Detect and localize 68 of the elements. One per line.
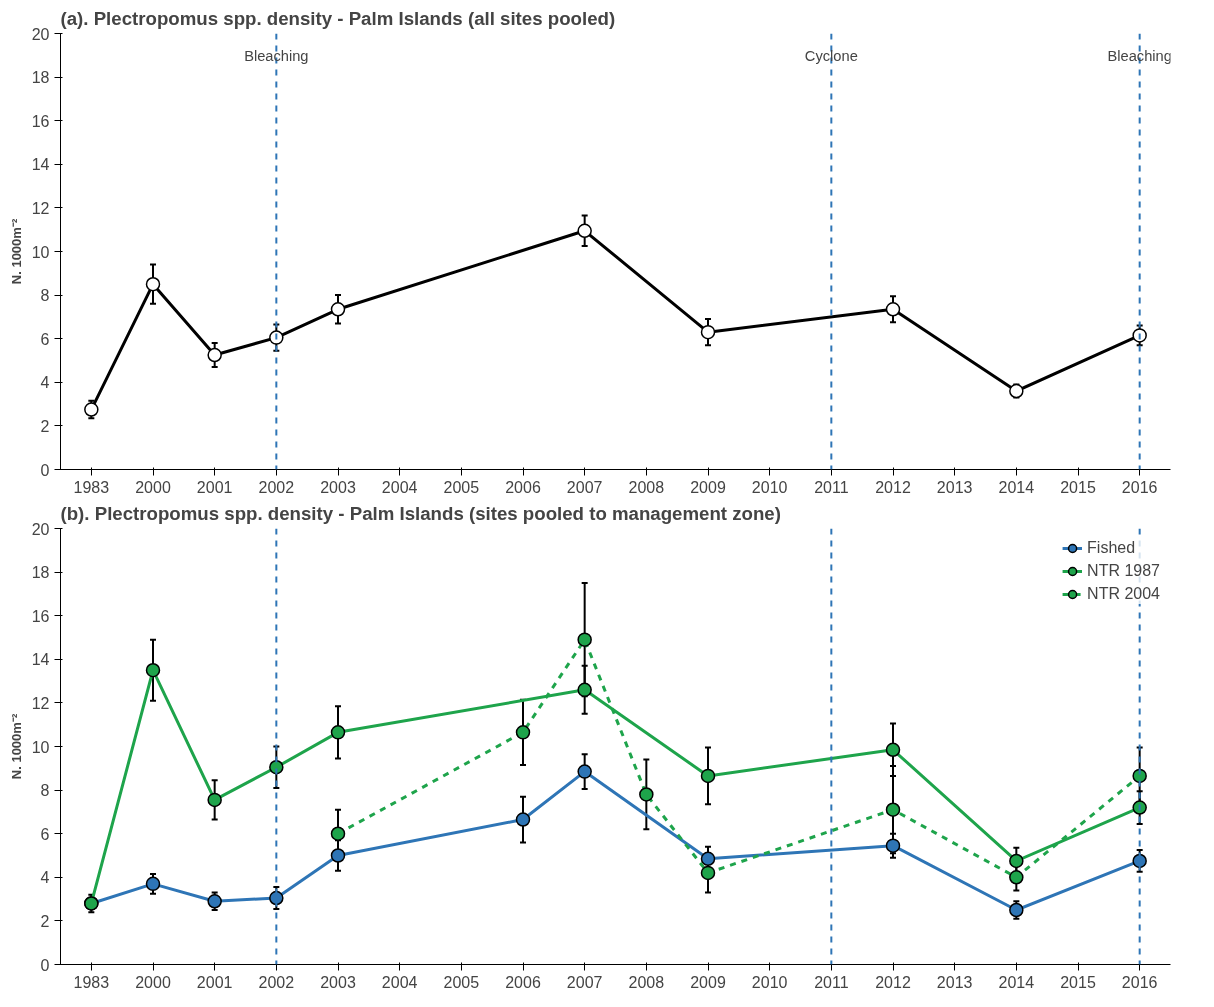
x-tick-label: 2014 xyxy=(998,973,1035,991)
y-tick-label: 10 xyxy=(31,738,50,756)
x-tick-label: 2004 xyxy=(381,478,418,496)
y-tick-label: 12 xyxy=(31,694,50,712)
x-tick-label: 1983 xyxy=(73,478,110,496)
y-tick-label: 6 xyxy=(40,825,50,843)
x-tick-label: 2012 xyxy=(875,478,911,496)
y-axis-title: N. 1000m⁻² xyxy=(8,713,24,780)
y-tick-label: 14 xyxy=(31,651,50,669)
ref-line-label: Bleaching xyxy=(1107,48,1172,65)
x-tick-label: 2002 xyxy=(258,478,295,496)
x-tick-label: 2003 xyxy=(320,973,356,991)
x-tick-label: 2009 xyxy=(690,973,726,991)
x-tick-label: 2015 xyxy=(1060,973,1096,991)
x-tick-label: 2000 xyxy=(135,478,171,496)
y-tick-label: 8 xyxy=(40,782,50,800)
chart-title: (a). Plectropomus spp. density - Palm Islands (all sites pooled) xyxy=(60,7,616,29)
x-tick-label: 2006 xyxy=(505,973,541,991)
x-tick-label: 2001 xyxy=(196,973,233,991)
x-tick-label: 2011 xyxy=(814,478,849,496)
x-tick-label: 2000 xyxy=(135,973,171,991)
chart-title: (b). Plectropomus spp. density - Palm Islands (sites pooled to management zone) xyxy=(60,502,781,524)
x-tick-label: 2005 xyxy=(443,973,480,991)
x-tick-label: 2015 xyxy=(1060,478,1096,496)
y-tick-label: 0 xyxy=(40,461,50,479)
y-tick-label: 2 xyxy=(40,912,50,930)
x-tick-label: 1983 xyxy=(73,973,110,991)
x-tick-label: 2009 xyxy=(690,478,726,496)
legend-label: Fished xyxy=(1087,539,1136,557)
x-tick-label: 2003 xyxy=(320,478,356,496)
y-tick-label: 6 xyxy=(40,330,50,348)
x-tick-label: 2005 xyxy=(443,478,480,496)
y-tick-label: 2 xyxy=(40,417,50,435)
x-tick-label: 2012 xyxy=(875,973,911,991)
x-tick-label: 2006 xyxy=(505,478,541,496)
legend-label: NTR 1987 xyxy=(1087,562,1160,580)
x-tick-label: 2007 xyxy=(566,973,603,991)
ref-line-label: Bleaching xyxy=(244,48,309,65)
x-tick-label: 2008 xyxy=(628,973,665,991)
y-tick-label: 0 xyxy=(40,956,50,974)
x-tick-label: 2010 xyxy=(751,478,788,496)
x-tick-label: 2011 xyxy=(814,973,849,991)
y-tick-label: 18 xyxy=(31,564,50,582)
x-tick-label: 2013 xyxy=(936,973,973,991)
x-tick-label: 2013 xyxy=(936,478,973,496)
y-tick-label: 14 xyxy=(31,156,50,174)
y-tick-label: 20 xyxy=(31,25,50,43)
x-tick-label: 2007 xyxy=(566,478,603,496)
legend-label: NTR 2004 xyxy=(1087,585,1160,603)
y-tick-label: 4 xyxy=(40,374,50,392)
y-tick-label: 4 xyxy=(40,869,50,887)
y-tick-label: 16 xyxy=(31,607,50,625)
ref-line-label: Cyclone xyxy=(804,48,858,65)
x-tick-label: 2014 xyxy=(998,478,1035,496)
x-tick-label: 2001 xyxy=(196,478,233,496)
y-tick-label: 18 xyxy=(31,69,50,87)
x-tick-label: 2016 xyxy=(1121,478,1158,496)
y-tick-label: 10 xyxy=(31,243,50,261)
x-tick-label: 2004 xyxy=(381,973,418,991)
x-tick-label: 2008 xyxy=(628,478,665,496)
y-tick-label: 12 xyxy=(31,199,50,217)
x-tick-label: 2016 xyxy=(1121,973,1158,991)
x-tick-label: 2010 xyxy=(751,973,788,991)
y-axis-title: N. 1000m⁻² xyxy=(8,218,24,285)
x-tick-label: 2002 xyxy=(258,973,295,991)
y-tick-label: 8 xyxy=(40,287,50,305)
y-tick-label: 20 xyxy=(31,520,50,538)
y-tick-label: 16 xyxy=(31,112,50,130)
